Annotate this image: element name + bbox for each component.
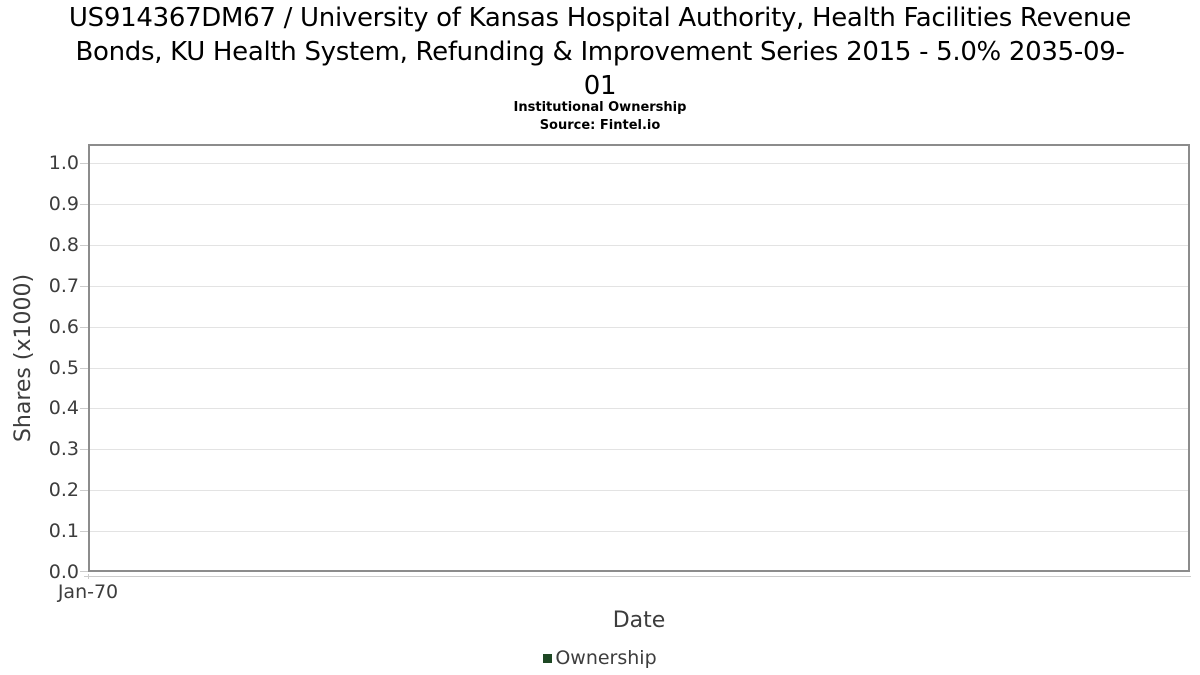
y-tick-label: 0.6 — [48, 316, 79, 338]
y-tick-label: 0.1 — [48, 520, 79, 542]
y-tick-mark — [80, 204, 88, 205]
x-axis-baseline — [84, 576, 1191, 577]
chart-source: Source: Fintel.io — [539, 118, 661, 133]
y-tick-mark — [80, 327, 88, 328]
legend-item-ownership[interactable]: Ownership — [543, 647, 657, 669]
y-tick-mark — [80, 449, 88, 450]
chart-title-line-2: Bonds, KU Health System, Refunding & Imp… — [75, 37, 1125, 67]
legend: Ownership — [0, 645, 1200, 671]
legend-label: Ownership — [555, 647, 657, 669]
gridline-0.7 — [90, 286, 1188, 287]
y-tick-mark — [80, 368, 88, 369]
chart-title-line-1: US914367DM67 / University of Kansas Hosp… — [68, 3, 1132, 33]
chart-subtitle: Institutional Ownership — [513, 100, 687, 115]
x-axis-title: Date — [612, 608, 666, 633]
y-tick-label: 0.7 — [48, 275, 79, 297]
y-tick-mark — [80, 286, 88, 287]
y-tick-label: 0.8 — [48, 234, 79, 256]
y-tick-label: 0.5 — [48, 357, 79, 379]
gridline-0.6 — [90, 327, 1188, 328]
y-tick-mark — [80, 408, 88, 409]
y-tick-label: 0.0 — [48, 561, 79, 583]
y-tick-mark — [80, 245, 88, 246]
y-axis-title: Shares (x1000) — [11, 273, 36, 443]
y-tick-label: 0.2 — [48, 479, 79, 501]
chart-title: US914367DM67 / University of Kansas Hosp… — [0, 1, 1200, 103]
gridline-0.1 — [90, 531, 1188, 532]
y-tick-label: 0.9 — [48, 193, 79, 215]
gridline-0.5 — [90, 368, 1188, 369]
gridline-0.2 — [90, 490, 1188, 491]
x-tick-mark — [88, 574, 89, 579]
y-tick-mark — [80, 531, 88, 532]
gridline-0.4 — [90, 408, 1188, 409]
chart-title-line-3: 01 — [583, 71, 617, 101]
y-tick-label: 0.3 — [48, 438, 79, 460]
x-tick-label: Jan-70 — [57, 581, 119, 603]
y-tick-mark — [80, 571, 88, 572]
gridline-1.0 — [90, 163, 1188, 164]
gridline-0.8 — [90, 245, 1188, 246]
gridline-0.3 — [90, 449, 1188, 450]
y-tick-label: 0.4 — [48, 397, 79, 419]
legend-color-swatch-icon — [543, 653, 553, 663]
y-tick-mark — [80, 490, 88, 491]
plot-area — [88, 144, 1190, 572]
y-tick-label: 1.0 — [48, 152, 79, 174]
y-tick-mark — [80, 163, 88, 164]
gridline-0.9 — [90, 204, 1188, 205]
